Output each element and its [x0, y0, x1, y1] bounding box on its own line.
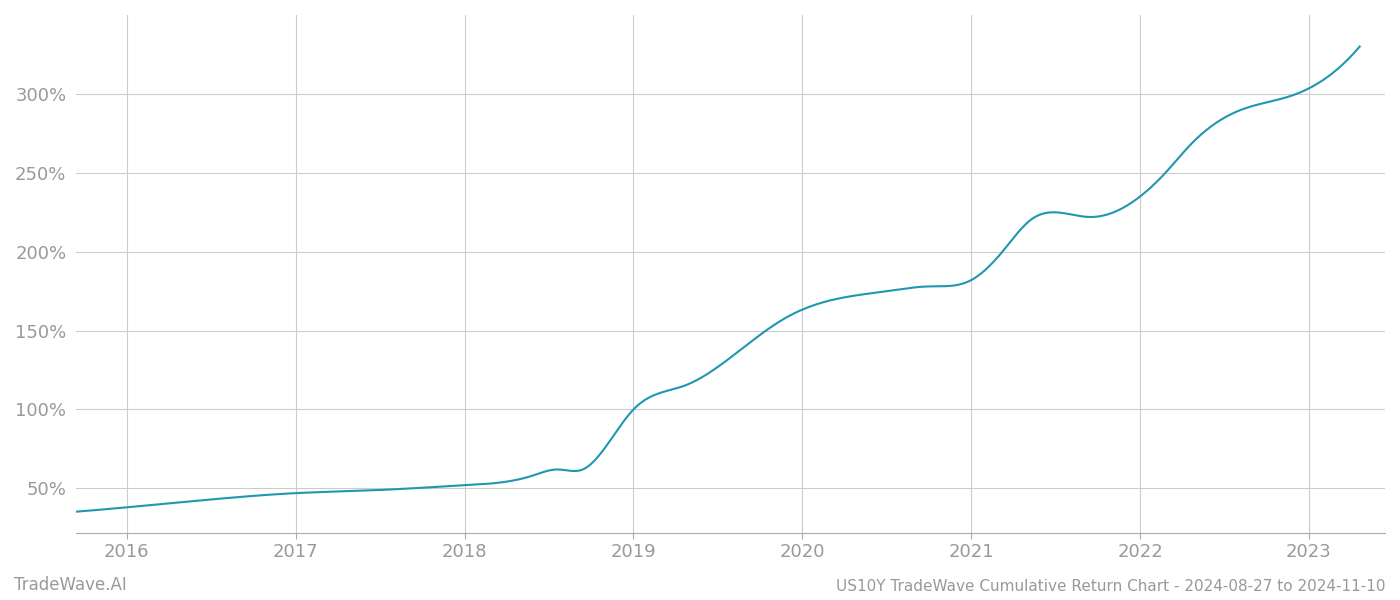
Text: US10Y TradeWave Cumulative Return Chart - 2024-08-27 to 2024-11-10: US10Y TradeWave Cumulative Return Chart …	[837, 579, 1386, 594]
Text: TradeWave.AI: TradeWave.AI	[14, 576, 127, 594]
